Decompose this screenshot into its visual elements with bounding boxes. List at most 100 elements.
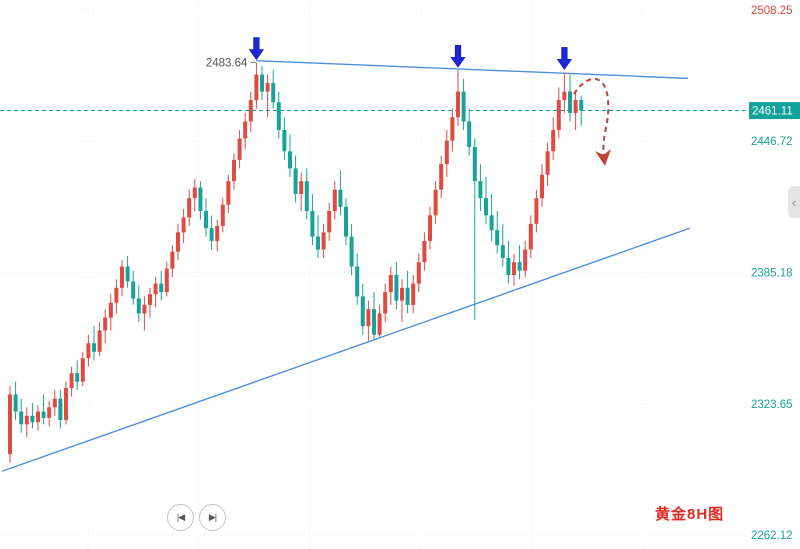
candle: [248, 91, 253, 133]
down-arrow-icon[interactable]: [556, 47, 572, 70]
current-price-tag-label: 2461.11: [752, 106, 793, 118]
candle: [316, 215, 320, 258]
candle: [360, 283, 365, 335]
candle: [108, 294, 113, 331]
candle: [159, 270, 164, 301]
candle: [64, 381, 68, 425]
candle: [422, 232, 427, 271]
candle: [13, 381, 18, 421]
current-price-tag: [749, 102, 800, 120]
candle: [534, 189, 539, 233]
candle: [540, 164, 544, 207]
candle: [321, 223, 326, 258]
candle: [332, 181, 337, 220]
candle: [545, 142, 550, 186]
candle: [176, 223, 180, 261]
candle: [114, 279, 119, 314]
candle: [232, 153, 236, 190]
candle: [428, 206, 432, 250]
candle: [411, 275, 416, 314]
candle: [24, 407, 29, 438]
candle: [383, 283, 388, 322]
candle: [562, 72, 567, 113]
candle: [489, 193, 494, 241]
candle: [344, 198, 348, 246]
projection-arrow[interactable]: [573, 77, 611, 166]
candle: [579, 95, 584, 126]
svg-text:2483.64: 2483.64: [206, 57, 248, 69]
candle: [75, 360, 80, 391]
candle: [136, 285, 141, 322]
candle: [86, 334, 91, 367]
candle: [120, 260, 124, 297]
candle: [528, 215, 533, 258]
down-arrow-icon[interactable]: [248, 37, 264, 61]
candle: [237, 129, 242, 169]
candle: [103, 309, 108, 344]
candle: [349, 223, 354, 276]
candle: [355, 253, 360, 305]
candle: [254, 62, 259, 109]
candle: [97, 321, 102, 357]
panel-collapse-handle[interactable]: ‹: [788, 186, 800, 218]
candle: [512, 253, 516, 286]
candle: [181, 208, 186, 244]
scroll-to-start-button[interactable]: |◀: [167, 504, 194, 531]
candle: [282, 117, 287, 160]
candle: [338, 170, 343, 216]
chart-title: 黄金8H图: [655, 506, 725, 523]
candle: [506, 240, 511, 284]
axis-tick-label: 2262.12: [751, 530, 793, 542]
candle: [36, 405, 40, 431]
candle: [125, 255, 130, 288]
support-trendline[interactable]: [1, 227, 691, 472]
axis-tick-label: 2323.65: [751, 399, 793, 411]
candle: [226, 174, 231, 214]
candle: [47, 400, 52, 427]
down-arrow-icon[interactable]: [450, 44, 466, 68]
resistance-trendline[interactable]: [256, 59, 689, 80]
candle: [52, 390, 57, 416]
candle: [461, 78, 466, 130]
candle: [400, 279, 404, 322]
candle: [209, 215, 214, 250]
candle: [568, 74, 572, 122]
skip-start-icon: |◀: [176, 512, 185, 522]
axis-tick-label: 2446.72: [751, 136, 793, 148]
candle: [30, 403, 35, 429]
candle: [444, 129, 449, 177]
peak-price-label: 2483.64: [206, 57, 257, 69]
skip-end-icon: ▶|: [208, 512, 217, 522]
candle: [556, 87, 561, 139]
candle: [304, 168, 309, 220]
candle: [69, 366, 74, 397]
candle: [19, 398, 24, 433]
scroll-to-end-button[interactable]: ▶|: [199, 504, 226, 531]
candle: [573, 91, 578, 130]
candle: [8, 385, 12, 463]
resistance-touch-arrows: [248, 37, 572, 70]
candle: [265, 74, 270, 118]
candle: [260, 65, 264, 101]
candles-layer: [8, 62, 584, 463]
candle: [372, 292, 376, 340]
candle: [366, 300, 371, 342]
candle: [198, 181, 203, 220]
candle: [517, 245, 522, 280]
candle: [204, 198, 208, 237]
candle: [388, 266, 393, 305]
candle: [187, 189, 192, 226]
chevron-left-icon: ‹: [791, 194, 797, 210]
price-axis: 2508.25 2446.72 2385.18 2323.65 2262.12 2461.…: [749, 5, 800, 542]
candle: [92, 326, 96, 361]
candle: [58, 390, 63, 429]
candle: [164, 262, 169, 297]
axis-tick-label: 2508.25: [751, 5, 793, 17]
candle: [456, 70, 460, 126]
candle: [433, 181, 438, 224]
candle: [394, 262, 399, 310]
candle: [377, 304, 382, 337]
candle: [142, 296, 147, 331]
